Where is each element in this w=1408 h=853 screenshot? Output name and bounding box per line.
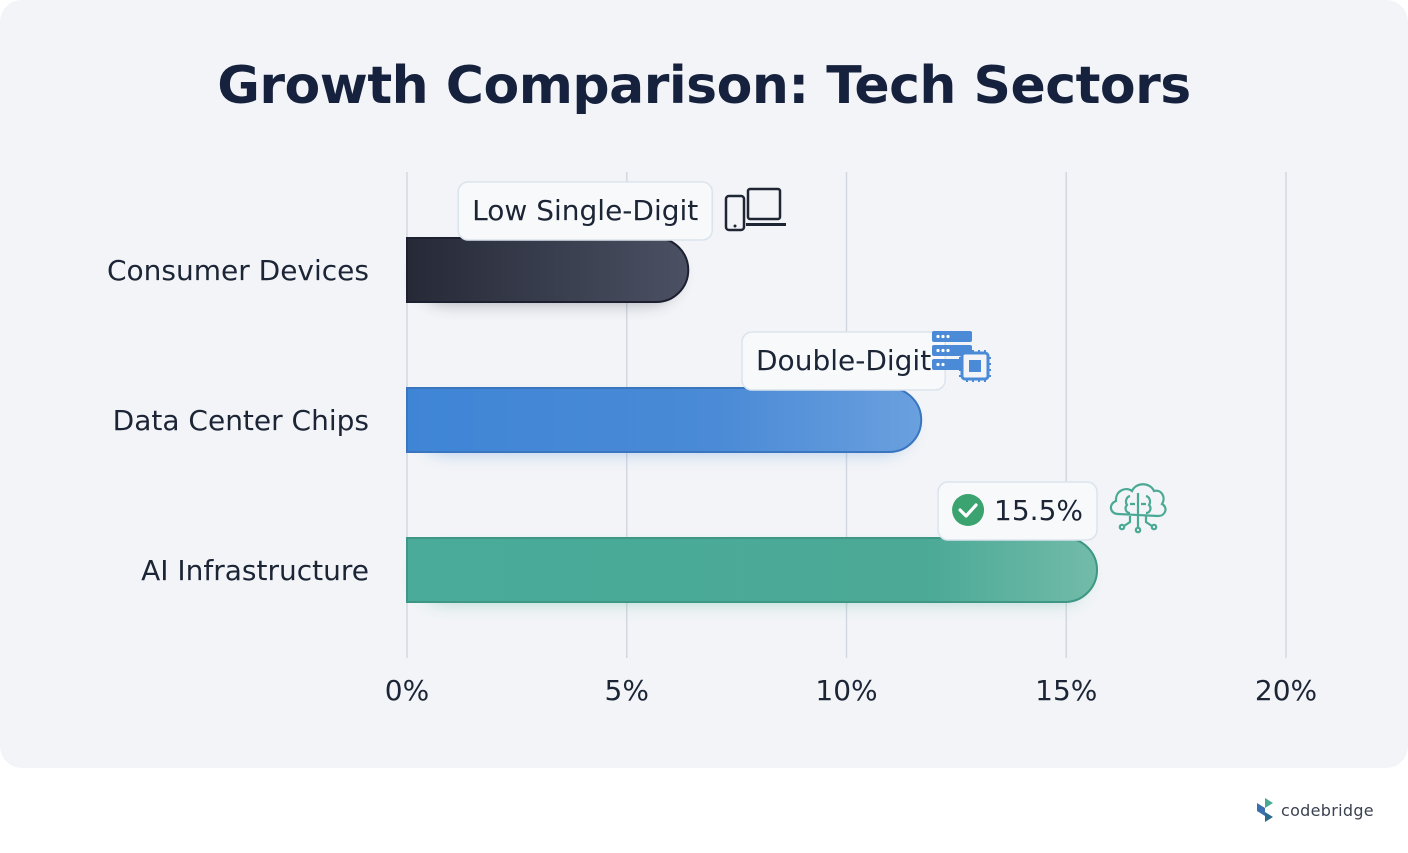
x-tick-label: 10% bbox=[815, 674, 877, 707]
x-tick-label: 0% bbox=[385, 674, 429, 707]
ai-brain-cloud-icon bbox=[1109, 483, 1167, 534]
brand-name: codebridge bbox=[1281, 800, 1374, 820]
x-tick-label: 5% bbox=[605, 674, 649, 707]
data-label-box bbox=[937, 481, 1098, 541]
bar-data-center-chips bbox=[406, 387, 923, 453]
chart-title: Growth Comparison: Tech Sectors bbox=[217, 56, 1191, 116]
data-label-text: Low Single-Digit bbox=[472, 194, 698, 227]
category-label: AI Infrastructure bbox=[141, 554, 369, 587]
category-label: Data Center Chips bbox=[113, 404, 369, 437]
bar-ai-infrastructure bbox=[406, 537, 1099, 603]
category-labels: Consumer Devices Data Center Chips AI Infr… bbox=[107, 254, 369, 587]
bars bbox=[406, 237, 1099, 604]
bar-icons bbox=[724, 187, 1167, 534]
chart-area: Consumer Devices Data Center Chips AI Infr… bbox=[107, 172, 1317, 707]
check-icon bbox=[952, 494, 985, 526]
data-label-pill: Low Single-Digit bbox=[457, 181, 714, 241]
check-mark bbox=[958, 503, 978, 518]
data-labels: Low Single-Digit Double-Digit 15.5% bbox=[457, 181, 1098, 541]
data-label-text: Double-Digit bbox=[756, 344, 931, 377]
data-label-pill: Double-Digit bbox=[741, 331, 946, 391]
codebridge-logo-icon bbox=[1257, 798, 1273, 822]
x-tick-label: 15% bbox=[1035, 674, 1097, 707]
chart-card bbox=[0, 0, 1408, 768]
brand-logo: codebridge bbox=[1255, 797, 1374, 823]
category-label: Consumer Devices bbox=[107, 254, 369, 287]
x-tick-label: 20% bbox=[1255, 674, 1317, 707]
server-chip-icon bbox=[932, 331, 991, 382]
devices-icon bbox=[724, 187, 786, 232]
data-label-box bbox=[457, 181, 714, 241]
data-label-pill: 15.5% bbox=[937, 481, 1098, 541]
x-axis-ticks: 0% 5% 10% 15% 20% bbox=[385, 674, 1317, 707]
data-label-text: 15.5% bbox=[994, 494, 1083, 527]
bar-consumer-devices bbox=[406, 237, 690, 303]
